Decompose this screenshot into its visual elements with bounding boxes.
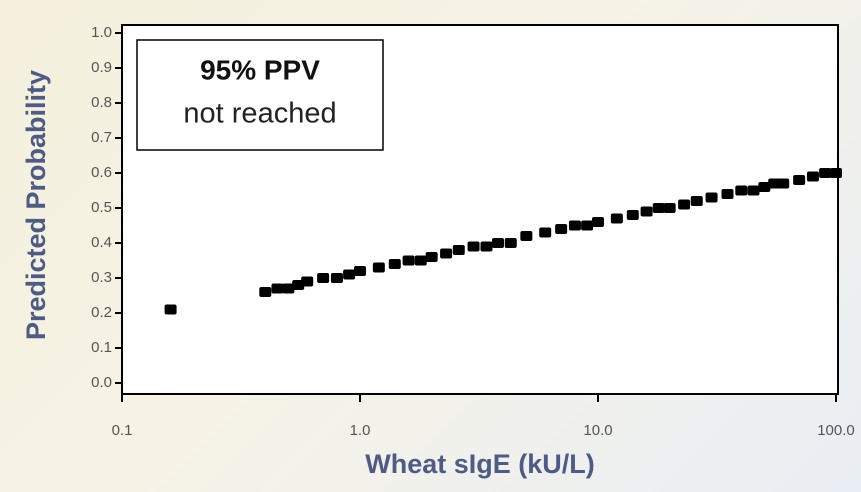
point bbox=[581, 220, 594, 231]
point bbox=[504, 238, 517, 248]
point bbox=[282, 283, 295, 294]
point bbox=[402, 255, 415, 266]
point bbox=[452, 245, 465, 255]
annotation-text: not reached bbox=[183, 98, 336, 130]
point bbox=[705, 192, 718, 203]
point bbox=[592, 217, 604, 227]
point bbox=[819, 168, 832, 178]
annotation-box bbox=[136, 39, 384, 151]
point bbox=[491, 238, 504, 248]
point bbox=[259, 287, 272, 297]
y-tick-label: 0.9 bbox=[91, 59, 112, 76]
y-tick-label: 0.0 bbox=[91, 374, 112, 391]
point bbox=[467, 241, 480, 252]
y-tick-label: 1.0 bbox=[91, 24, 112, 41]
point bbox=[330, 273, 343, 283]
point bbox=[626, 210, 639, 220]
y-tick-label: 0.1 bbox=[91, 339, 112, 356]
point bbox=[440, 248, 453, 259]
point bbox=[568, 220, 581, 231]
y-tick-label: 0.4 bbox=[91, 234, 112, 251]
y-tick-label: 0.3 bbox=[91, 269, 112, 286]
point bbox=[721, 189, 734, 199]
point bbox=[555, 224, 568, 234]
point bbox=[806, 171, 819, 182]
point bbox=[317, 273, 330, 283]
point bbox=[690, 196, 703, 206]
point bbox=[640, 206, 653, 217]
y-tick-label: 0.8 bbox=[91, 94, 112, 111]
point bbox=[758, 182, 771, 192]
point bbox=[271, 283, 284, 294]
annotation-title: 95% PPV bbox=[200, 54, 320, 85]
x-tick-label: 100.0 bbox=[817, 422, 855, 439]
point bbox=[425, 252, 438, 262]
x-axis-title: Wheat sIgE (kU/L) bbox=[365, 449, 595, 479]
point bbox=[652, 203, 665, 213]
point bbox=[372, 262, 385, 273]
point bbox=[830, 168, 842, 178]
point bbox=[414, 255, 427, 266]
point bbox=[663, 203, 676, 213]
x-tick-label: 10.0 bbox=[583, 422, 612, 439]
point bbox=[610, 213, 623, 224]
x-tick-label: 0.1 bbox=[112, 422, 133, 439]
point bbox=[388, 259, 401, 269]
point bbox=[735, 185, 748, 196]
point bbox=[520, 231, 533, 241]
point bbox=[678, 199, 691, 210]
y-tick-label: 0.2 bbox=[91, 304, 112, 321]
point bbox=[301, 276, 314, 287]
point bbox=[354, 266, 366, 276]
y-tick-label: 0.6 bbox=[91, 164, 112, 181]
point bbox=[539, 227, 552, 238]
point bbox=[343, 269, 356, 280]
y-axis-title: Predicted Probability bbox=[21, 70, 51, 340]
x-tick-label: 1.0 bbox=[350, 422, 371, 439]
point bbox=[747, 185, 760, 196]
point bbox=[164, 304, 177, 315]
point bbox=[777, 178, 790, 189]
point bbox=[480, 241, 493, 252]
y-tick-label: 0.5 bbox=[91, 199, 112, 216]
point bbox=[793, 175, 806, 185]
y-tick-label: 0.7 bbox=[91, 129, 112, 146]
